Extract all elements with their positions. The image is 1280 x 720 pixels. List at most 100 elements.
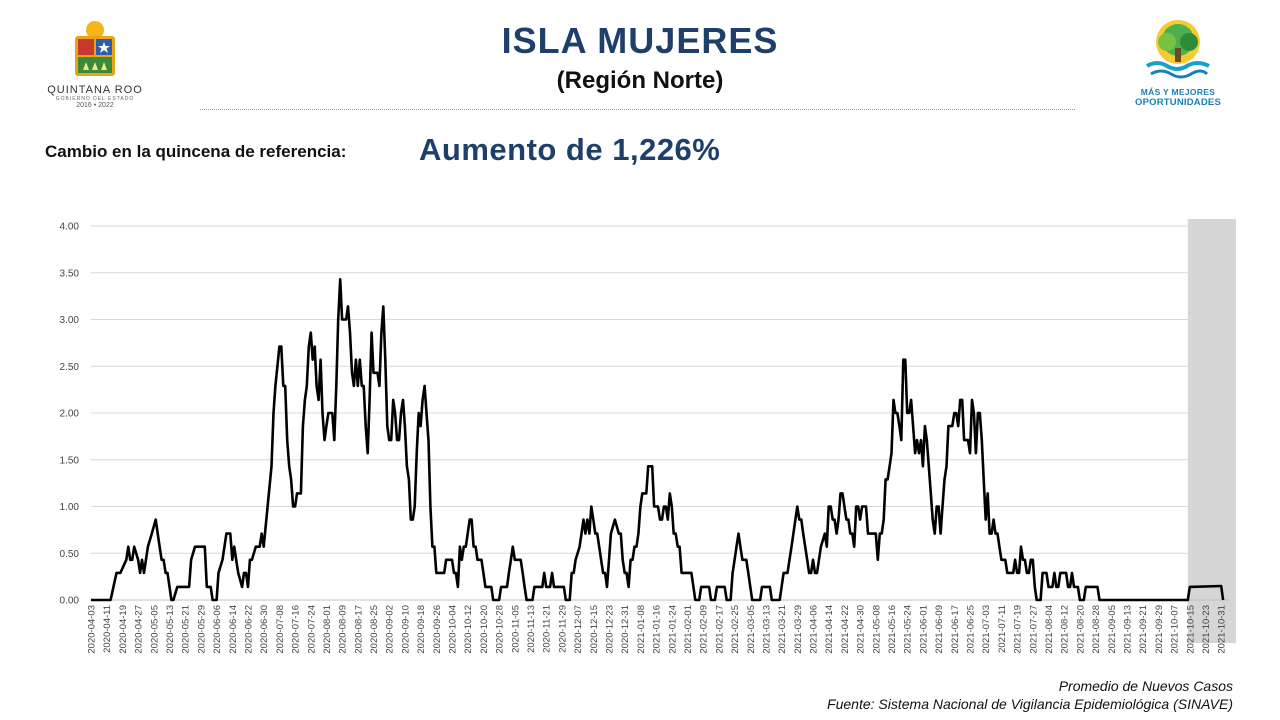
page-title: ISLA MUJERES <box>501 20 779 61</box>
x-tick-label: 2020-05-13 <box>165 605 176 654</box>
x-tick-label: 2021-06-01 <box>918 605 929 654</box>
x-tick-label: 2021-03-29 <box>793 605 804 654</box>
x-tick-label: 2021-08-12 <box>1060 605 1071 654</box>
x-tick-label: 2021-08-04 <box>1044 605 1055 654</box>
chart-caption: Promedio de Nuevos Casos <box>1058 678 1233 694</box>
x-tick-label: 2020-12-23 <box>604 605 615 654</box>
x-tick-label: 2020-10-28 <box>495 605 506 654</box>
series-line-new-cases <box>91 278 1225 602</box>
x-tick-label: 2020-05-21 <box>181 605 192 654</box>
x-tick-label: 2021-05-08 <box>871 605 882 654</box>
reference-label: Cambio en la quincena de referencia: <box>45 142 347 161</box>
x-tick-label: 2020-12-31 <box>620 605 631 654</box>
x-tick-label: 2020-07-16 <box>291 605 302 654</box>
oportunidades-logo: MÁS Y MEJORES OPORTUNIDADES <box>1118 18 1238 118</box>
y-tick-label: 4.00 <box>60 222 80 233</box>
y-tick-label: 0.50 <box>60 549 80 560</box>
x-tick-label: 2021-10-07 <box>1170 605 1181 654</box>
x-tick-label: 2021-05-24 <box>903 605 914 654</box>
x-tick-label: 2020-12-07 <box>573 605 584 654</box>
x-tick-label: 2021-08-28 <box>1091 605 1102 654</box>
x-tick-label: 2021-03-05 <box>746 605 757 654</box>
x-tick-label: 2021-04-14 <box>824 605 835 654</box>
y-tick-label: 1.50 <box>60 455 80 466</box>
x-tick-label: 2021-02-17 <box>714 605 725 654</box>
x-tick-label: 2020-07-24 <box>306 605 317 654</box>
logo-slogan-line2: OPORTUNIDADES <box>1135 97 1221 108</box>
x-tick-label: 2021-03-21 <box>777 605 788 654</box>
header-divider <box>200 109 1075 110</box>
x-tick-label: 2021-04-06 <box>809 605 820 654</box>
x-tick-label: 2020-07-08 <box>275 605 286 654</box>
x-tick-label: 2020-09-02 <box>385 605 396 654</box>
y-tick-label: 2.50 <box>60 362 80 373</box>
y-tick-label: 1.00 <box>60 502 80 513</box>
x-tick-label: 2020-06-30 <box>259 605 270 654</box>
x-tick-label: 2020-08-25 <box>369 605 380 654</box>
x-tick-label: 2021-01-08 <box>636 605 647 654</box>
x-tick-label: 2020-08-17 <box>353 605 364 654</box>
x-tick-label: 2021-01-16 <box>652 605 663 654</box>
logo-sub-text: GOBIERNO DEL ESTADO <box>55 96 135 102</box>
x-tick-label: 2021-07-27 <box>1028 605 1039 654</box>
y-tick-label: 2.00 <box>60 409 80 420</box>
logo-years-text: 2016 • 2022 <box>76 102 114 109</box>
x-tick-label: 2020-08-09 <box>338 605 349 654</box>
x-tick-label: 2020-04-27 <box>134 605 145 654</box>
x-tick-label: 2020-10-12 <box>463 605 474 654</box>
x-tick-label: 2021-07-19 <box>1013 605 1024 654</box>
x-tick-label: 2021-09-21 <box>1138 605 1149 654</box>
page-subtitle: (Región Norte) <box>556 67 724 94</box>
x-tick-label: 2020-06-22 <box>243 605 254 654</box>
x-tick-label: 2020-10-04 <box>448 605 459 654</box>
x-tick-label: 2020-06-14 <box>228 605 239 654</box>
source-note: Fuente: Sistema Nacional de Vigilancia E… <box>827 696 1233 712</box>
x-tick-label: 2020-05-05 <box>149 605 160 654</box>
x-tick-label: 2020-12-15 <box>589 605 600 654</box>
x-tick-label: 2021-08-20 <box>1075 605 1086 654</box>
tree-logo-icon <box>1145 20 1210 79</box>
x-tick-label: 2021-04-30 <box>856 605 867 654</box>
x-tick-label: 2020-10-20 <box>479 605 490 654</box>
y-tick-label: 0.00 <box>60 596 80 607</box>
x-tick-label: 2020-05-29 <box>196 605 207 654</box>
x-tick-label: 2020-06-06 <box>212 605 223 654</box>
x-tick-label: 2020-11-13 <box>526 605 537 653</box>
logo-slogan-line1: MÁS Y MEJORES <box>1140 87 1216 97</box>
x-tick-label: 2020-04-03 <box>87 605 98 654</box>
y-tick-label: 3.50 <box>60 268 80 279</box>
logo-brand-text: QUINTANA ROO <box>47 84 143 96</box>
x-tick-label: 2021-02-09 <box>699 605 710 654</box>
x-tick-label: 2020-09-10 <box>400 605 411 654</box>
x-tick-label: 2021-05-16 <box>887 605 898 654</box>
x-tick-label: 2021-09-29 <box>1154 605 1165 654</box>
x-tick-label: 2021-09-13 <box>1122 605 1133 654</box>
x-tick-label: 2020-04-11 <box>102 605 113 653</box>
x-tick-label: 2020-09-26 <box>432 605 443 654</box>
x-tick-label: 2020-11-05 <box>510 605 521 653</box>
x-tick-label: 2020-04-19 <box>118 605 129 654</box>
x-tick-label: 2021-10-15 <box>1185 605 1196 654</box>
y-tick-label: 3.00 <box>60 315 80 326</box>
x-tick-label: 2021-10-23 <box>1201 605 1212 654</box>
x-tick-label: 2021-10-31 <box>1217 605 1228 654</box>
x-tick-label: 2020-08-01 <box>322 605 333 654</box>
x-tick-label: 2021-06-09 <box>934 605 945 654</box>
x-tick-label: 2020-11-29 <box>557 605 568 653</box>
x-tick-label: 2021-06-25 <box>966 605 977 654</box>
x-tick-label: 2020-11-21 <box>542 605 553 653</box>
x-tick-label: 2021-02-25 <box>730 605 741 654</box>
x-tick-label: 2021-07-11 <box>997 605 1008 653</box>
x-tick-label: 2021-04-22 <box>840 605 851 654</box>
quintana-roo-logo: QUINTANA ROO GOBIERNO DEL ESTADO 2016 • … <box>40 18 150 113</box>
reference-value: Aumento de 1,226% <box>419 132 721 167</box>
x-tick-label: 2021-09-05 <box>1107 605 1118 654</box>
x-tick-label: 2020-09-18 <box>416 605 427 654</box>
x-tick-label: 2021-02-01 <box>683 605 694 654</box>
x-tick-label: 2021-03-13 <box>761 605 772 654</box>
x-tick-label: 2021-01-24 <box>667 605 678 654</box>
x-tick-label: 2021-07-03 <box>981 605 992 654</box>
x-tick-label: 2021-06-17 <box>950 605 961 654</box>
coat-of-arms-icon <box>75 21 115 76</box>
